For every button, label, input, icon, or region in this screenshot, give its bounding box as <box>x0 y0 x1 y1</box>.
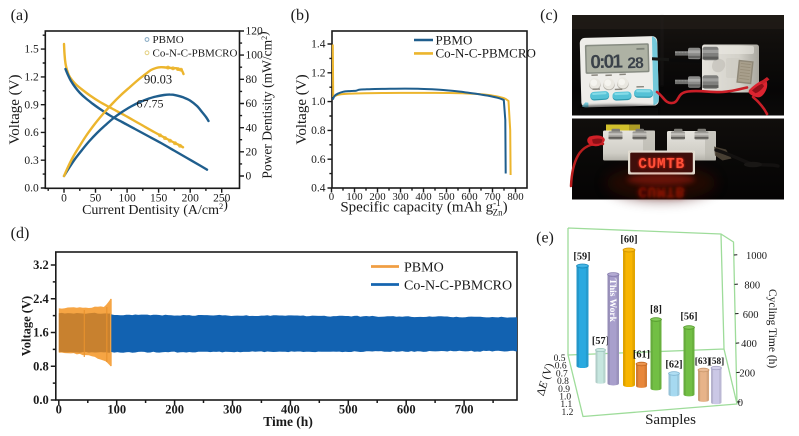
svg-text:300: 300 <box>223 403 242 417</box>
svg-text:1.2: 1.2 <box>311 67 326 79</box>
svg-text:150: 150 <box>150 193 168 205</box>
svg-text:Current Dentisity (A/cm2): Current Dentisity (A/cm2) <box>82 198 228 218</box>
svg-text:0.0: 0.0 <box>24 183 39 195</box>
svg-text:0.4: 0.4 <box>311 183 326 195</box>
svg-text:1.2: 1.2 <box>24 72 39 84</box>
svg-text:0.5: 0.5 <box>554 354 566 364</box>
svg-text:Voltage (V): Voltage (V) <box>7 75 23 145</box>
svg-text:(e): (e) <box>536 230 554 247</box>
svg-text:1.2: 1.2 <box>562 408 574 418</box>
svg-text:100: 100 <box>107 403 126 417</box>
svg-text:600: 600 <box>461 191 477 203</box>
svg-text:[59]: [59] <box>573 252 590 263</box>
svg-text:CUMTB: CUMTB <box>638 183 685 199</box>
svg-text:Time (h): Time (h) <box>263 414 313 429</box>
svg-text:[57]: [57] <box>592 336 609 347</box>
svg-text:200: 200 <box>739 369 755 380</box>
svg-text:Co-N-C-PBMCRO: Co-N-C-PBMCRO <box>436 46 536 61</box>
svg-text:1.0: 1.0 <box>311 96 326 108</box>
svg-text:200: 200 <box>165 403 184 417</box>
svg-text:80: 80 <box>246 74 258 86</box>
svg-text:120: 120 <box>246 26 264 38</box>
svg-text:PBMO: PBMO <box>153 34 184 46</box>
svg-text:600: 600 <box>397 403 416 417</box>
svg-text:CUMTB: CUMTB <box>638 157 685 173</box>
svg-text:0: 0 <box>56 403 62 417</box>
svg-text:0:01: 0:01 <box>590 51 624 73</box>
svg-text:(a): (a) <box>11 7 29 24</box>
svg-text:[61]: [61] <box>633 350 650 361</box>
svg-text:0.3: 0.3 <box>24 155 39 167</box>
svg-text:1000: 1000 <box>746 251 767 262</box>
svg-text:400: 400 <box>741 339 757 350</box>
svg-text:[63]: [63] <box>695 357 711 367</box>
svg-text:0.9: 0.9 <box>24 99 39 111</box>
svg-text:400: 400 <box>415 191 431 203</box>
svg-text:Co-N-C-PBMCRO: Co-N-C-PBMCRO <box>404 279 512 294</box>
svg-text:50: 50 <box>90 193 102 205</box>
svg-text:28: 28 <box>627 55 644 72</box>
svg-text:0.8: 0.8 <box>557 377 569 387</box>
svg-text:100: 100 <box>118 193 136 205</box>
svg-text:Samples: Samples <box>645 412 696 428</box>
svg-text:Voltage (V): Voltage (V) <box>294 74 310 144</box>
svg-text:400: 400 <box>281 403 300 417</box>
svg-text:67.75: 67.75 <box>137 97 164 111</box>
svg-text:[8]: [8] <box>650 305 662 316</box>
svg-text:1.6: 1.6 <box>33 326 49 340</box>
svg-text:600: 600 <box>743 310 759 321</box>
svg-text:[60]: [60] <box>620 235 637 246</box>
svg-text:1.0: 1.0 <box>559 393 571 403</box>
svg-text:1.5: 1.5 <box>24 44 39 56</box>
svg-text:800: 800 <box>507 191 523 203</box>
svg-text:PBMO: PBMO <box>404 261 444 276</box>
svg-text:0.9: 0.9 <box>558 385 570 395</box>
svg-text:200: 200 <box>182 193 200 205</box>
svg-text:0.6: 0.6 <box>24 127 39 139</box>
svg-text:700: 700 <box>455 403 474 417</box>
svg-text:0.0: 0.0 <box>33 393 49 407</box>
svg-text:Specific capacity (mAh g-1Zn): Specific capacity (mAh g-1 Zn) <box>340 198 507 218</box>
svg-text:500: 500 <box>339 403 358 417</box>
svg-text:Power Dentisity (mW/cm2): Power Dentisity (mW/cm2) <box>255 31 275 178</box>
svg-text:40: 40 <box>246 122 258 134</box>
svg-text:(d): (d) <box>11 225 30 242</box>
svg-text:3.2: 3.2 <box>33 258 49 272</box>
svg-text:200: 200 <box>369 191 385 203</box>
svg-text:0.6: 0.6 <box>311 154 326 166</box>
svg-text:0: 0 <box>738 398 743 409</box>
svg-text:60: 60 <box>246 98 258 110</box>
svg-text:1.1: 1.1 <box>560 400 572 410</box>
svg-text:This Work: This Work <box>607 279 617 323</box>
svg-text:0.7: 0.7 <box>556 369 568 379</box>
svg-text:CUMTB: CUMTB <box>638 157 685 173</box>
svg-text:20: 20 <box>246 146 258 158</box>
svg-text:0.8: 0.8 <box>311 125 326 137</box>
svg-text:100: 100 <box>346 191 362 203</box>
svg-text:800: 800 <box>744 280 760 291</box>
svg-text:90.03: 90.03 <box>144 73 172 87</box>
svg-text:[58]: [58] <box>709 357 725 367</box>
svg-text:700: 700 <box>484 191 500 203</box>
svg-text:100: 100 <box>246 50 264 62</box>
svg-text:300: 300 <box>392 191 408 203</box>
svg-text:250: 250 <box>213 193 231 205</box>
svg-text:Cycling Time (h): Cycling Time (h) <box>766 289 778 368</box>
svg-text:(c): (c) <box>540 7 558 24</box>
svg-text:PBMO: PBMO <box>436 32 473 47</box>
svg-text:0: 0 <box>61 193 67 205</box>
svg-text:[62]: [62] <box>665 360 682 371</box>
svg-text:[56]: [56] <box>680 312 697 323</box>
svg-text:0.8: 0.8 <box>33 359 49 373</box>
svg-text:1.4: 1.4 <box>311 39 326 51</box>
svg-text:0: 0 <box>246 171 252 183</box>
svg-text:0: 0 <box>329 191 334 203</box>
svg-text:500: 500 <box>438 191 454 203</box>
svg-text:0.6: 0.6 <box>555 362 567 372</box>
svg-text:Voltage (V): Voltage (V) <box>20 296 34 356</box>
svg-text:2.4: 2.4 <box>33 292 49 306</box>
svg-text:(b): (b) <box>291 7 310 24</box>
svg-text:Co-N-C-PBMCRO: Co-N-C-PBMCRO <box>153 47 238 59</box>
svg-text:CUMTB: CUMTB <box>638 183 685 199</box>
